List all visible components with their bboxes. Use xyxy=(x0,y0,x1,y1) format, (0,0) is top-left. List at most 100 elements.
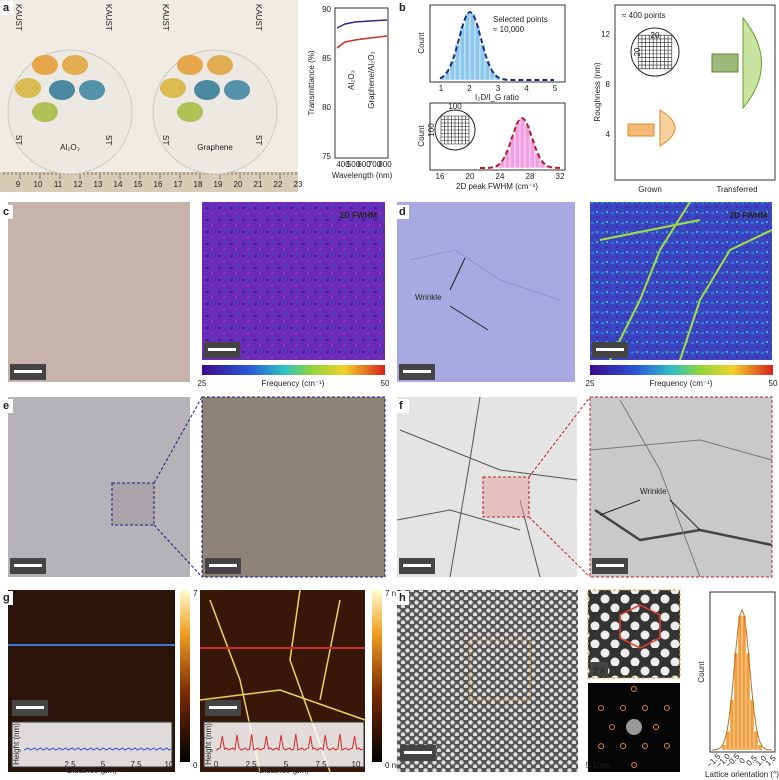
scale-bar xyxy=(16,706,44,709)
panel-label-bg xyxy=(0,1,13,15)
logo-leaf xyxy=(160,78,186,98)
brand-text: KAUST xyxy=(14,4,23,31)
profile-frame xyxy=(11,721,173,768)
zoom-line xyxy=(153,396,203,484)
raman-map xyxy=(590,202,772,360)
x-tick-label: Grown xyxy=(638,185,662,194)
histogram-bar xyxy=(534,152,541,169)
hexagon-overlay xyxy=(619,604,661,649)
panel-label-bg xyxy=(396,1,409,15)
sem-zoom xyxy=(201,396,386,578)
wrinkle xyxy=(679,229,773,361)
y-tick-label: 90 xyxy=(322,5,331,14)
x-tick-label: 2 xyxy=(467,84,472,93)
histogram-bar xyxy=(757,744,763,751)
brand-text: ST xyxy=(161,135,170,145)
scale-bar xyxy=(14,564,42,567)
fit-curve xyxy=(711,608,773,751)
x-tick-label: 7.5 xyxy=(315,760,327,769)
arrow xyxy=(599,499,641,516)
panel-label-bg xyxy=(396,399,409,413)
arrow xyxy=(449,305,489,331)
brand-text: ST xyxy=(254,135,263,145)
colorbar xyxy=(180,590,190,762)
brand-text: ST xyxy=(104,135,113,145)
x-tick-label: 4 xyxy=(524,84,529,93)
colorbar-label: Frequency (cm⁻¹) xyxy=(262,379,325,388)
axis-label: Count xyxy=(697,661,706,683)
histogram-bar xyxy=(519,117,526,169)
axis-label: Distance (μm) xyxy=(67,766,117,775)
brand-text: KAUST xyxy=(104,4,113,31)
x-tick-label: 800 xyxy=(378,160,392,169)
scale-bar xyxy=(14,370,42,373)
logo-leaf xyxy=(177,55,203,75)
x-tick-label: 28 xyxy=(526,172,535,181)
colorbar-label: 50 xyxy=(381,379,390,388)
axis-label: Count xyxy=(417,125,426,147)
ruler xyxy=(0,172,298,192)
fit-curve xyxy=(439,10,554,81)
histogram-bar xyxy=(753,730,759,751)
arrow xyxy=(669,499,701,531)
scale-label: 2 Å xyxy=(593,667,606,676)
x-tick-label: 1 xyxy=(439,84,444,93)
profile-line xyxy=(215,733,364,752)
panel-label: e xyxy=(3,400,9,412)
x-tick-label: 5 xyxy=(101,760,106,769)
panel-label: h xyxy=(399,592,406,604)
profile-frame xyxy=(203,721,365,768)
x-tick-label: 10 xyxy=(165,760,174,769)
ruler-number: 12 xyxy=(74,180,83,189)
ruler-number: 16 xyxy=(154,180,163,189)
axis-label: Roughness (nm) xyxy=(593,62,602,121)
diffraction-spot xyxy=(598,705,605,712)
diffraction-spot xyxy=(642,743,648,750)
ruler-number: 23 xyxy=(294,180,303,189)
axis-label: Height (nm) xyxy=(204,723,213,765)
logo-leaf xyxy=(15,78,41,98)
raman-map xyxy=(202,202,385,360)
logo-leaf xyxy=(79,80,105,100)
brand-text: KAUST xyxy=(254,4,263,31)
scale-bar xyxy=(404,751,432,754)
zoom-line xyxy=(153,524,203,578)
brand-text: ST xyxy=(14,135,23,145)
scale-bar xyxy=(209,706,237,709)
grid-size: 100 xyxy=(448,102,462,111)
diffraction-spot xyxy=(620,743,626,750)
x-tick-label: 5 xyxy=(553,84,558,93)
histogram-bar xyxy=(509,135,516,169)
x-tick-label: 5 xyxy=(284,760,289,769)
scale-bar xyxy=(403,564,431,567)
wrinkle xyxy=(589,439,773,461)
optical-image xyxy=(397,202,575,382)
histogram-bar xyxy=(737,615,743,751)
ruler-number: 13 xyxy=(94,180,103,189)
x-tick-label: 2.5 xyxy=(245,760,257,769)
x-tick-label: 10 xyxy=(352,760,361,769)
wrinkle xyxy=(199,689,366,721)
wrinkle xyxy=(409,249,561,301)
zoom-box xyxy=(482,476,530,518)
annotation: ≈ 10,000 xyxy=(493,25,525,34)
x-tick-label: Transferred xyxy=(716,185,757,194)
diffraction-spot xyxy=(663,704,670,711)
scale-bar xyxy=(596,564,624,567)
panel-label-bg xyxy=(0,591,13,605)
ruler-number: 21 xyxy=(254,180,263,189)
diffraction-spot xyxy=(642,704,648,711)
panel-label: g xyxy=(3,592,10,604)
panel-label: f xyxy=(399,400,403,412)
x-tick-label: 20 xyxy=(466,172,475,181)
y-tick-label: 85 xyxy=(322,54,331,63)
colorbar-label: 7 nm xyxy=(385,589,403,598)
wrinkle xyxy=(594,508,773,547)
colorbar-label: 0 nm xyxy=(385,761,403,770)
diffraction-spot xyxy=(631,761,638,768)
panel-label-bg xyxy=(396,591,409,605)
wafer xyxy=(7,49,133,175)
x-tick-label: 3 xyxy=(496,84,501,93)
axis-label: Distance (μm) xyxy=(259,766,309,775)
logo-leaf xyxy=(194,80,220,100)
